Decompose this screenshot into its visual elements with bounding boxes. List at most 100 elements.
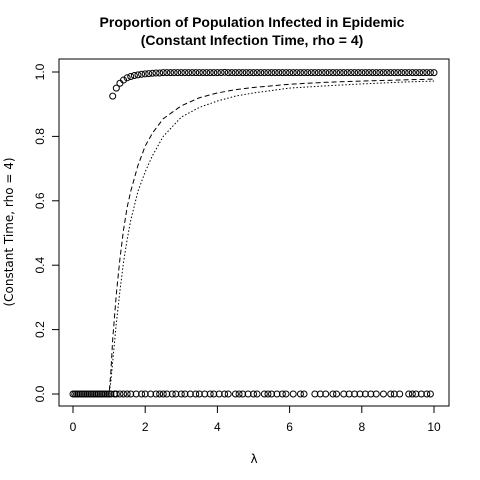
data-point: [181, 390, 189, 398]
data-point: [365, 69, 373, 77]
data-point: [224, 390, 232, 398]
data-point: [289, 69, 297, 77]
data-point: [264, 390, 272, 398]
data-point: [134, 71, 142, 79]
data-point: [333, 390, 341, 398]
data-point: [186, 390, 194, 398]
data-point: [351, 69, 359, 77]
data-point: [159, 69, 167, 77]
data-point: [120, 390, 128, 398]
data-point: [206, 390, 214, 398]
data-point: [192, 390, 200, 398]
y-tick-label: 0.0: [33, 385, 47, 402]
data-point: [408, 390, 416, 398]
data-point: [314, 69, 322, 77]
y-tick-label: 1.0: [33, 63, 47, 80]
data-point: [152, 69, 160, 77]
data-point: [423, 69, 431, 77]
data-point: [376, 69, 384, 77]
data-point: [127, 73, 135, 81]
data-point: [221, 390, 229, 398]
data-point: [311, 69, 319, 77]
data-point: [103, 390, 111, 398]
data-point: [260, 69, 268, 77]
data-point: [172, 390, 180, 398]
data-point: [250, 69, 257, 77]
dotted-curve: [73, 80, 435, 395]
data-point: [174, 69, 182, 77]
data-point: [387, 390, 395, 398]
data-point: [405, 69, 413, 77]
data-point: [318, 69, 326, 77]
data-point: [361, 69, 369, 77]
data-point: [257, 69, 265, 77]
data-point: [120, 76, 128, 84]
data-point: [322, 69, 330, 77]
data-point: [329, 390, 337, 398]
data-point: [177, 390, 185, 398]
x-tick-label: 8: [358, 420, 365, 434]
y-tick-label: 0.4: [33, 257, 47, 274]
plot-frame: [58, 58, 450, 407]
data-point: [369, 69, 377, 77]
data-point: [394, 69, 402, 77]
data-point: [412, 69, 420, 77]
data-point: [423, 390, 431, 398]
data-point: [177, 69, 185, 77]
data-point: [296, 390, 304, 398]
data-point: [379, 69, 387, 77]
data-point: [271, 69, 279, 77]
data-point: [246, 69, 254, 77]
data-point: [235, 390, 243, 398]
data-point: [210, 69, 218, 77]
data-point: [217, 69, 225, 77]
data-point: [372, 69, 380, 77]
data-point: [210, 390, 218, 398]
data-point: [152, 390, 160, 398]
data-point: [268, 390, 276, 398]
data-point: [300, 69, 308, 77]
x-tick-label: 2: [142, 420, 149, 434]
data-point: [231, 69, 239, 77]
data-point: [206, 69, 214, 77]
x-axis: 0 2 4 6 8 10: [70, 406, 441, 434]
data-point: [116, 79, 124, 87]
data-point: [111, 390, 119, 398]
data-point: [390, 390, 398, 398]
data-point: [123, 390, 131, 398]
data-point: [356, 390, 364, 398]
data-point: [340, 69, 348, 77]
data-point: [242, 69, 250, 77]
data-point: [163, 390, 171, 398]
data-point: [304, 69, 312, 77]
data-point: [112, 390, 120, 398]
data-point: [426, 390, 434, 398]
data-point: [282, 390, 290, 398]
data-point: [316, 390, 324, 398]
data-point: [412, 390, 420, 398]
data-point: [147, 390, 155, 398]
data-point: [416, 69, 424, 77]
data-point: [351, 390, 359, 398]
data-point: [181, 69, 189, 77]
data-point: [123, 74, 131, 82]
data-point: [417, 390, 425, 398]
data-point: [235, 69, 243, 77]
data-point: [192, 69, 200, 77]
data-point: [141, 390, 149, 398]
data-point: [396, 390, 404, 398]
chart-title-line-2: (Constant Infection Time, rho = 4): [141, 32, 364, 48]
data-point: [221, 68, 229, 76]
x-tick-label: 6: [286, 420, 293, 434]
data-point: [195, 390, 203, 398]
data-point: [231, 390, 239, 398]
chart-title-line-1: Proportion of Population Infected in Epi…: [100, 14, 405, 30]
data-point: [322, 390, 330, 398]
data-point: [109, 92, 117, 100]
data-point: [401, 69, 409, 77]
data-point: [239, 69, 247, 77]
x-tick-label: 4: [214, 420, 221, 434]
data-point: [325, 69, 333, 77]
data-point: [372, 390, 380, 398]
